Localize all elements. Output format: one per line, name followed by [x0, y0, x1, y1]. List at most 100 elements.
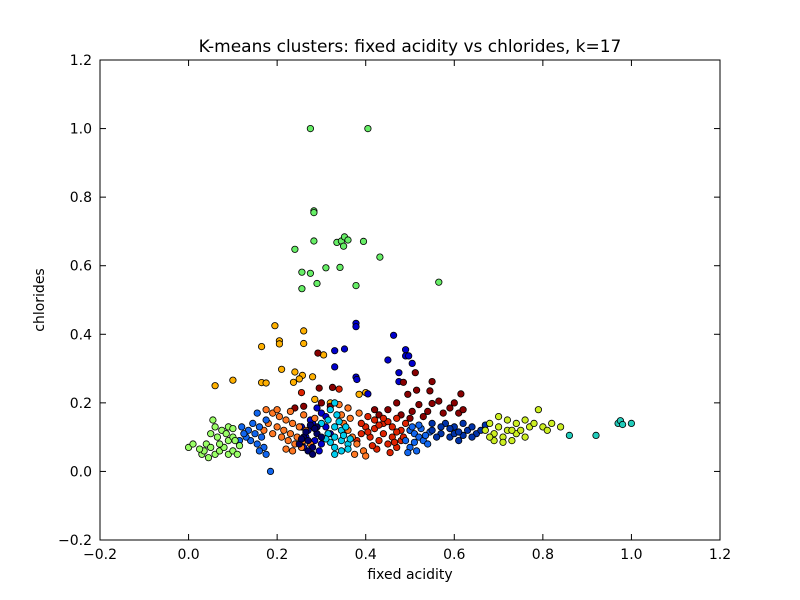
- data-point-cluster-8-13: [262, 416, 270, 424]
- y-tick-label-5: 0.8: [70, 190, 92, 206]
- data-point-cluster-0-16: [306, 269, 314, 277]
- data-point-cluster-4-29: [364, 428, 372, 436]
- data-point-cluster-8-8: [255, 447, 263, 455]
- points-layer: [185, 125, 636, 475]
- data-point-cluster-7-11: [311, 424, 319, 433]
- x-tick-label-5: 0.8: [532, 547, 554, 563]
- data-point-cluster-0-1: [364, 125, 372, 133]
- data-point-cluster-5-32: [350, 450, 359, 458]
- y-axis-title: chlorides: [32, 268, 48, 331]
- data-point-cluster-5-5: [295, 423, 303, 431]
- data-point-cluster-3-4: [315, 384, 323, 392]
- data-point-cluster-10-16: [209, 416, 217, 424]
- data-point-cluster-9-7: [459, 419, 467, 427]
- data-point-cluster-0-11: [339, 242, 348, 250]
- data-point-cluster-6-11: [331, 443, 339, 451]
- data-point-cluster-11-13: [512, 419, 520, 427]
- data-point-cluster-0-3: [310, 209, 318, 217]
- y-tick-label-4: 0.6: [70, 259, 92, 275]
- data-point-cluster-5-29: [353, 440, 361, 448]
- data-point-cluster-9-12: [437, 423, 445, 431]
- data-point-cluster-5-9: [280, 426, 288, 434]
- data-point-cluster-0-5: [310, 237, 318, 245]
- data-point-cluster-7-7: [317, 433, 325, 441]
- data-point-cluster-5-14: [277, 433, 286, 441]
- data-point-cluster-3-23: [393, 399, 401, 407]
- y-tick-label-1: 0.0: [70, 464, 92, 480]
- data-point-cluster-3-16: [408, 407, 416, 415]
- data-point-cluster-8-24: [408, 423, 416, 431]
- data-point-cluster-6-18: [342, 423, 350, 431]
- data-point-cluster-7-9: [302, 428, 310, 436]
- data-point-cluster-3-15: [424, 407, 432, 415]
- data-point-cluster-3-11: [450, 399, 458, 407]
- data-point-cluster-4-13: [379, 430, 387, 438]
- data-point-cluster-2-3: [340, 345, 349, 353]
- data-point-cluster-11-4: [521, 433, 529, 441]
- y-tick-label-3: 0.4: [70, 327, 92, 343]
- data-point-cluster-7-2: [304, 436, 312, 445]
- data-point-cluster-4-19: [393, 414, 401, 422]
- data-point-cluster-12-0: [565, 431, 574, 439]
- data-point-cluster-5-4: [288, 419, 297, 427]
- data-point-cluster-3-1: [411, 369, 419, 377]
- data-point-cluster-1-20: [311, 395, 319, 403]
- data-point-cluster-10-24: [207, 443, 215, 451]
- data-point-cluster-5-23: [286, 407, 294, 415]
- data-point-cluster-3-29: [317, 399, 325, 407]
- data-point-cluster-5-34: [346, 414, 354, 422]
- data-point-cluster-9-3: [455, 436, 463, 445]
- data-point-cluster-6-5: [331, 423, 339, 431]
- data-point-cluster-12-1: [592, 431, 600, 439]
- data-point-cluster-7-5: [308, 450, 317, 458]
- data-point-cluster-2-7: [405, 352, 413, 360]
- data-point-cluster-2-9: [408, 359, 416, 367]
- data-point-cluster-1-7: [277, 365, 286, 373]
- data-point-cluster-0-13: [322, 264, 330, 272]
- y-tick-label-2: 0.2: [70, 396, 92, 412]
- data-point-cluster-4-26: [393, 428, 401, 436]
- data-point-cluster-2-8: [384, 356, 392, 364]
- data-point-cluster-0-12: [376, 253, 384, 261]
- data-point-cluster-11-7: [508, 436, 516, 445]
- data-point-cluster-2-10: [395, 369, 403, 377]
- data-point-cluster-10-4: [204, 454, 213, 462]
- data-point-cluster-3-8: [404, 390, 412, 398]
- data-point-cluster-9-15: [468, 423, 476, 431]
- data-point-cluster-10-11: [233, 450, 241, 458]
- data-point-cluster-4-3: [370, 416, 379, 424]
- data-point-cluster-1-11: [308, 373, 317, 381]
- data-point-cluster-10-25: [196, 445, 204, 453]
- data-point-cluster-5-36: [344, 404, 352, 412]
- data-point-cluster-8-1: [238, 423, 246, 431]
- data-point-cluster-0-4: [291, 245, 299, 253]
- chart-title: K-means clusters: fixed acidity vs chlor…: [199, 37, 622, 57]
- data-point-cluster-8-21: [424, 440, 432, 448]
- plot-frame: [99, 59, 721, 541]
- data-point-cluster-1-16: [211, 382, 219, 390]
- data-point-cluster-3-17: [419, 412, 427, 421]
- y-tick-label-6: 1.0: [70, 122, 92, 138]
- data-point-cluster-4-24: [357, 419, 365, 427]
- data-point-cluster-11-22: [508, 426, 516, 434]
- x-axis-title: fixed acidity: [367, 567, 452, 583]
- data-point-cluster-4-20: [401, 419, 410, 427]
- data-point-cluster-3-13: [415, 400, 423, 409]
- y-tick-label-0: −0.2: [58, 533, 92, 549]
- data-point-cluster-1-17: [355, 390, 363, 398]
- data-point-cluster-2-2: [389, 331, 398, 339]
- data-point-cluster-3-3: [328, 383, 337, 391]
- data-point-cluster-1-15: [229, 376, 237, 384]
- data-point-cluster-3-5: [399, 378, 407, 386]
- data-point-cluster-8-4: [257, 433, 266, 441]
- data-point-cluster-11-10: [530, 419, 538, 427]
- data-point-cluster-5-20: [269, 430, 277, 438]
- data-point-cluster-3-7: [426, 387, 434, 395]
- data-point-cluster-9-9: [468, 433, 476, 441]
- data-point-cluster-5-3: [282, 416, 290, 424]
- data-point-cluster-5-0: [262, 406, 270, 414]
- data-point-cluster-3-30: [300, 402, 308, 410]
- data-point-cluster-11-12: [503, 416, 511, 424]
